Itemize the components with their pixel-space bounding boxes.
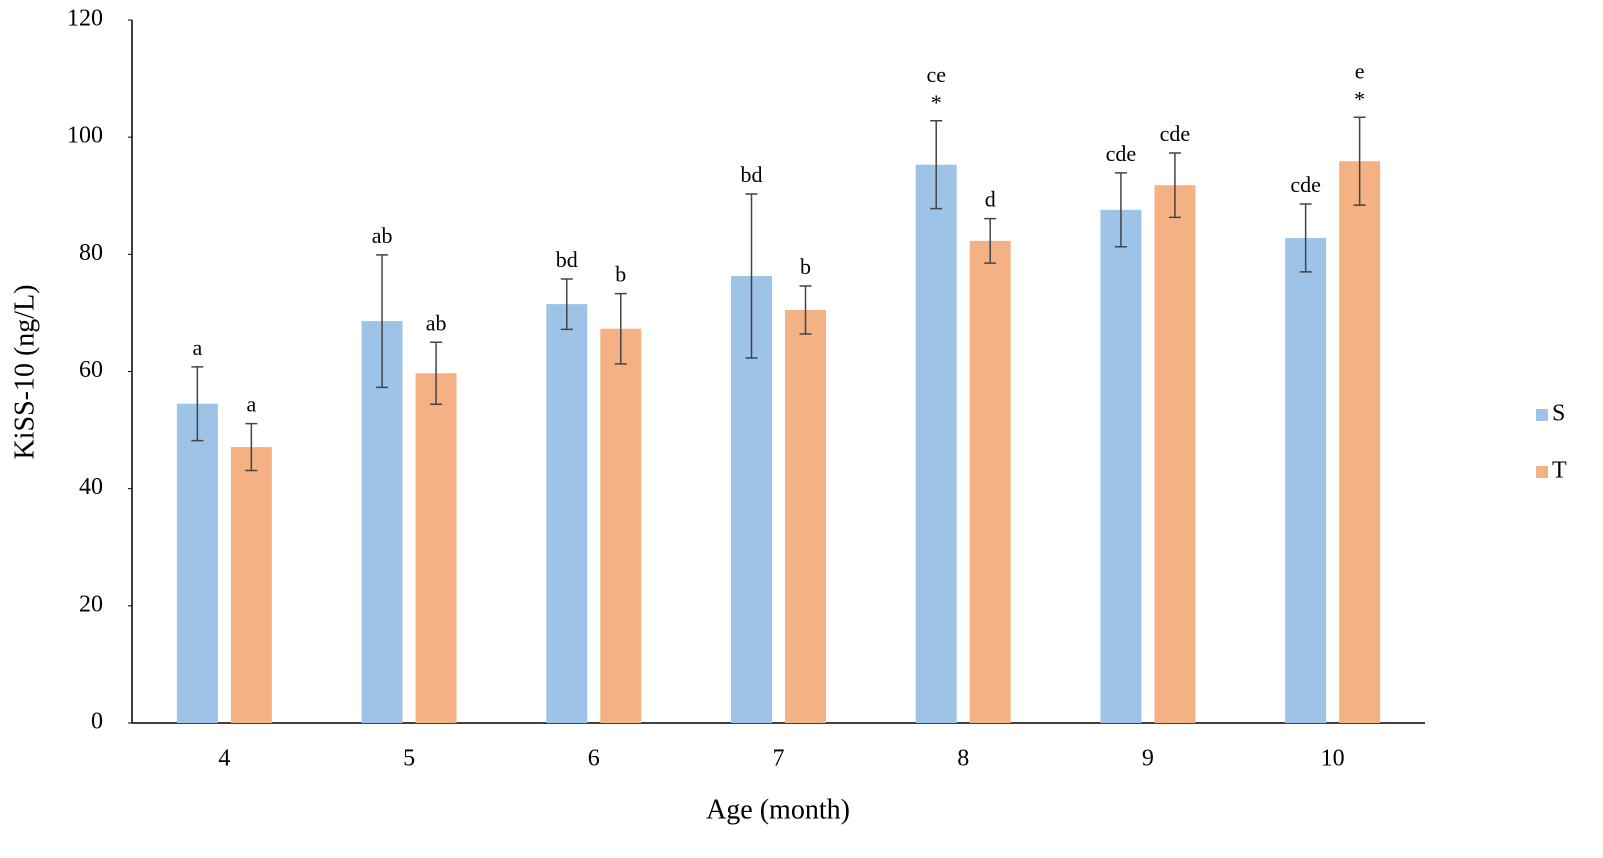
bar [600, 328, 642, 723]
error-bar [1168, 152, 1181, 219]
legend-label: S [1552, 401, 1565, 427]
bar-annotation: d [985, 187, 996, 212]
error-bar [191, 366, 204, 442]
bar-annotation: bd [556, 247, 578, 272]
y-tick-label: 0 [91, 709, 103, 735]
bar-annotation: cde [1160, 121, 1191, 146]
error-bar [614, 292, 627, 365]
legend-label: T [1552, 458, 1567, 484]
x-tick-label: 9 [1142, 746, 1154, 772]
y-tick-label: 80 [79, 240, 103, 266]
x-tick-label: 4 [218, 746, 230, 772]
bar-annotation: cde [1106, 141, 1137, 166]
bar [1154, 185, 1196, 723]
legend-swatch [1536, 466, 1548, 478]
bar [361, 321, 403, 723]
bar-annotation: e [1355, 58, 1365, 83]
error-bar [1299, 203, 1312, 273]
bar-annotation: ab [426, 310, 447, 335]
x-tick-label: 8 [957, 746, 969, 772]
error-bar [1114, 172, 1127, 248]
error-bar [799, 285, 812, 335]
x-axis-title: Age (month) [706, 794, 850, 825]
significance-star: * [1354, 86, 1365, 111]
bar-annotation: cde [1290, 172, 1321, 197]
significance-star: * [931, 90, 942, 115]
bar [415, 373, 457, 723]
bar [969, 240, 1011, 723]
error-bar [930, 120, 943, 210]
bar [785, 309, 826, 723]
x-tick-label: 6 [588, 746, 600, 772]
y-tick-label: 100 [67, 123, 103, 149]
error-bar [984, 217, 997, 264]
bar-annotation: ab [372, 223, 393, 248]
bar-annotation: b [800, 254, 811, 279]
error-bar [245, 422, 258, 472]
y-axis-title: KiSS-10 (ng/L) [9, 285, 40, 460]
bar [230, 447, 272, 723]
bar [176, 403, 218, 723]
bar-annotation: bd [741, 162, 763, 187]
bar-annotation: a [192, 335, 202, 360]
bar-annotation: b [615, 262, 626, 287]
bar [1100, 209, 1142, 723]
legend-swatch [1536, 409, 1548, 421]
y-tick-label: 40 [79, 474, 103, 500]
x-tick-label: 5 [403, 746, 415, 772]
error-bar [745, 193, 758, 359]
y-tick-label: 20 [79, 591, 103, 617]
bar [1285, 237, 1327, 723]
bar [546, 304, 588, 723]
bar-annotation: a [246, 392, 256, 417]
error-bar [560, 278, 573, 331]
error-bar [430, 341, 443, 406]
bar-annotation: ce [926, 62, 946, 87]
x-tick-label: 10 [1321, 746, 1345, 772]
y-tick-label: 120 [67, 6, 103, 32]
bar [1339, 161, 1381, 723]
error-bar [376, 254, 389, 389]
bar [915, 164, 957, 724]
x-tick-label: 7 [773, 746, 785, 772]
error-bar [1353, 116, 1366, 206]
y-tick-label: 60 [79, 357, 103, 383]
